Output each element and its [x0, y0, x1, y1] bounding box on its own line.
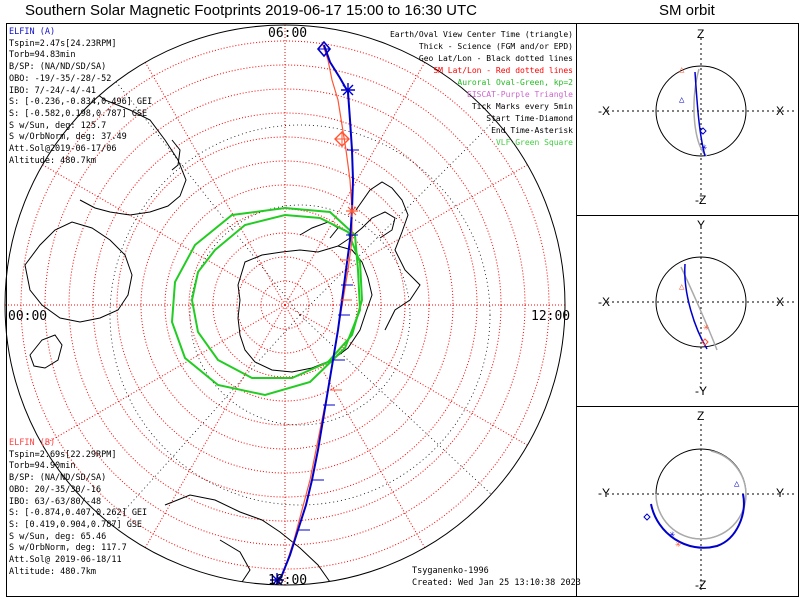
panel3-left-label: -Y [598, 486, 610, 500]
elfin-b-info-line: OBO: 20/-35/30/-16 [9, 484, 102, 495]
model-credit: Tsyganenko-1996 [412, 566, 489, 576]
legend-item: End Time-Asterisk [491, 126, 573, 135]
svg-text:✳: ✳ [669, 529, 675, 540]
elfin-b-info-line: S w/Sun, deg: 65.46 [9, 531, 107, 542]
map-time-label-bottom: 18:00 [268, 573, 308, 588]
elfin-b-info-line: Altitude: 480.7km [9, 566, 96, 577]
orbit-panel-2: △ ✳ [607, 232, 795, 390]
elfin-b-info-line: IBO: 63/-63/80/-48 [9, 496, 102, 507]
antarctica-outline [237, 245, 373, 373]
elfin-a-info-line: S w/OrbNorm, deg: 37.49 [9, 132, 127, 143]
elfin-b-info-line: S: [0.419,0.904,0.787] GSE [9, 519, 143, 530]
panel2-left-label: -X [598, 295, 610, 309]
svg-text:△: △ [679, 65, 685, 75]
elfin-a-name: ELFIN (A) [9, 27, 56, 37]
elfin-b-end-asterisk [346, 205, 358, 217]
sm-orbit-panels: △ △ ✳ △ ✳ △ ✳ ✳ [607, 38, 795, 590]
legend-item: Start Time-Diamond [486, 114, 573, 123]
legend-item: VLF-Green Square [495, 138, 573, 147]
svg-text:△: △ [679, 95, 685, 105]
map-legend: Earth/Oval View Center Time (triangle) Th… [390, 29, 573, 149]
panel3-top-label: Z [697, 409, 705, 423]
panel2-top-label: Y [697, 218, 706, 232]
orbit-panel-3: △ ✳ ✳ [607, 424, 795, 590]
legend-item: Auroral Oval-Green, kp=2 [457, 78, 573, 87]
elfin-a-info-line: OBO: -19/-35/-28/-52 [9, 73, 112, 84]
legend-item: Geo Lat/Lon - Black dotted lines [418, 54, 573, 63]
lower-coastline-outline [164, 494, 351, 585]
new-zealand-outline [29, 334, 63, 369]
earth-circle-2 [655, 256, 747, 348]
legend-item: SM Lat/Lon - Red dotted lines [433, 66, 573, 75]
elfin-a-info: ELFIN (A) Tspin=2.47s[24.23RPM] Torb=94.8… [9, 27, 152, 167]
svg-text:✳: ✳ [703, 322, 709, 333]
panel2-right-label: X [776, 295, 785, 309]
elfin-a-tick-marks [298, 149, 359, 531]
elfin-a-info-line: S: [-0.582,0.198,0.787] GSE [9, 108, 148, 119]
madagascar-outline [171, 139, 181, 171]
elfin-a-info-line: Att.Sol@2019-06-17/06 [9, 144, 117, 155]
elfin-b-info-line: B/SP: (NA/ND/SD/SA) [9, 473, 107, 484]
legend-item: Thick - Science (FGM and/or EPD) [418, 42, 573, 51]
map-time-label-right: 12:00 [531, 309, 571, 324]
elfin-a-info-line: IBO: 7/-24/-4/-41 [9, 85, 96, 96]
australia-outline [24, 221, 133, 323]
elfin-b-info: ELFIN (B) Tspin=2.69s[22.29RPM] Torb=94.9… [9, 438, 147, 578]
elfin-a-info-line: Tspin=2.47s[24.23RPM] [9, 38, 117, 49]
legend-item: Tick Marks every 5min [471, 102, 573, 111]
elfin-b-info-line: S: [-0.874,0.407,0.262] GEI [9, 508, 148, 519]
created-timestamp: Created: Wed Jan 25 13:10:38 2023 [412, 578, 581, 588]
elfin-b-name: ELFIN (B) [9, 438, 56, 448]
svg-text:✳: ✳ [701, 142, 707, 153]
elfin-a-info-line: Torb=94.83min [9, 50, 76, 61]
elfin-a-info-line: Altitude: 480.7km [9, 155, 96, 166]
elfin-a-start-diamond [316, 40, 332, 58]
orbit-panel-1: △ △ ✳ [607, 38, 795, 204]
africa-outline [59, 69, 187, 216]
svg-text:✳: ✳ [675, 539, 681, 550]
svg-text:△: △ [734, 479, 740, 489]
map-time-label-top: 06:00 [268, 26, 308, 41]
elfin-b-info-line: Tspin=2.69s[22.29RPM] [9, 449, 117, 460]
map-time-label-left: 00:00 [8, 309, 48, 324]
elfin-b-info-line: S w/OrbNorm, deg: 117.7 [9, 543, 127, 554]
auroral-oval-outer [170, 206, 362, 397]
panel1-top-label: Z [697, 27, 705, 41]
elfin-a-info-line: S: [-0.236,-0.834,0.496] GEI [9, 97, 153, 108]
panel2-bottom-label: -Y [695, 384, 707, 398]
panel1-bottom-label: -Z [695, 193, 707, 207]
south-america-outline [355, 181, 421, 331]
elfin-b-info-line: Torb=94.90min [9, 461, 76, 472]
elfin-b-info-line: Att.Sol@ 2019-06-18/11 [9, 555, 122, 566]
auroral-oval-inner [190, 213, 364, 379]
page-title: Southern Solar Magnetic Footprints 2019-… [25, 2, 477, 19]
orbit-panel-frame-3 [576, 406, 799, 597]
svg-text:△: △ [679, 282, 685, 292]
elfin-a-end-asterisk [341, 83, 355, 97]
lower-peninsula-outline [219, 539, 251, 583]
panel3-right-label: Y [776, 486, 785, 500]
earth-circle-1 [655, 65, 747, 157]
elfin-a-info-line: B/SP: (NA/ND/SD/SA) [9, 62, 107, 73]
legend-item: Earth/Oval View Center Time (triangle) [389, 30, 573, 39]
sm-orbit-title: SM orbit [659, 2, 715, 19]
elfin-b-tick-marks [330, 259, 352, 391]
panel1-right-label: X [776, 104, 785, 118]
map-outer-circle [4, 24, 566, 586]
elfin-a-info-line: S w/Sun, deg: 125.7 [9, 120, 107, 131]
panel3-bottom-label: -Z [695, 578, 707, 592]
geo-grid [79, 54, 541, 561]
legend-item: EISCAT-Purple Triangle [467, 90, 573, 99]
elfin-b-lines: Tspin=2.69s[22.29RPM] Torb=94.90min B/SP: … [9, 450, 147, 579]
panel1-left-label: -X [598, 104, 610, 118]
elfin-a-lines: Tspin=2.47s[24.23RPM] Torb=94.83min B/SP: … [9, 39, 152, 168]
